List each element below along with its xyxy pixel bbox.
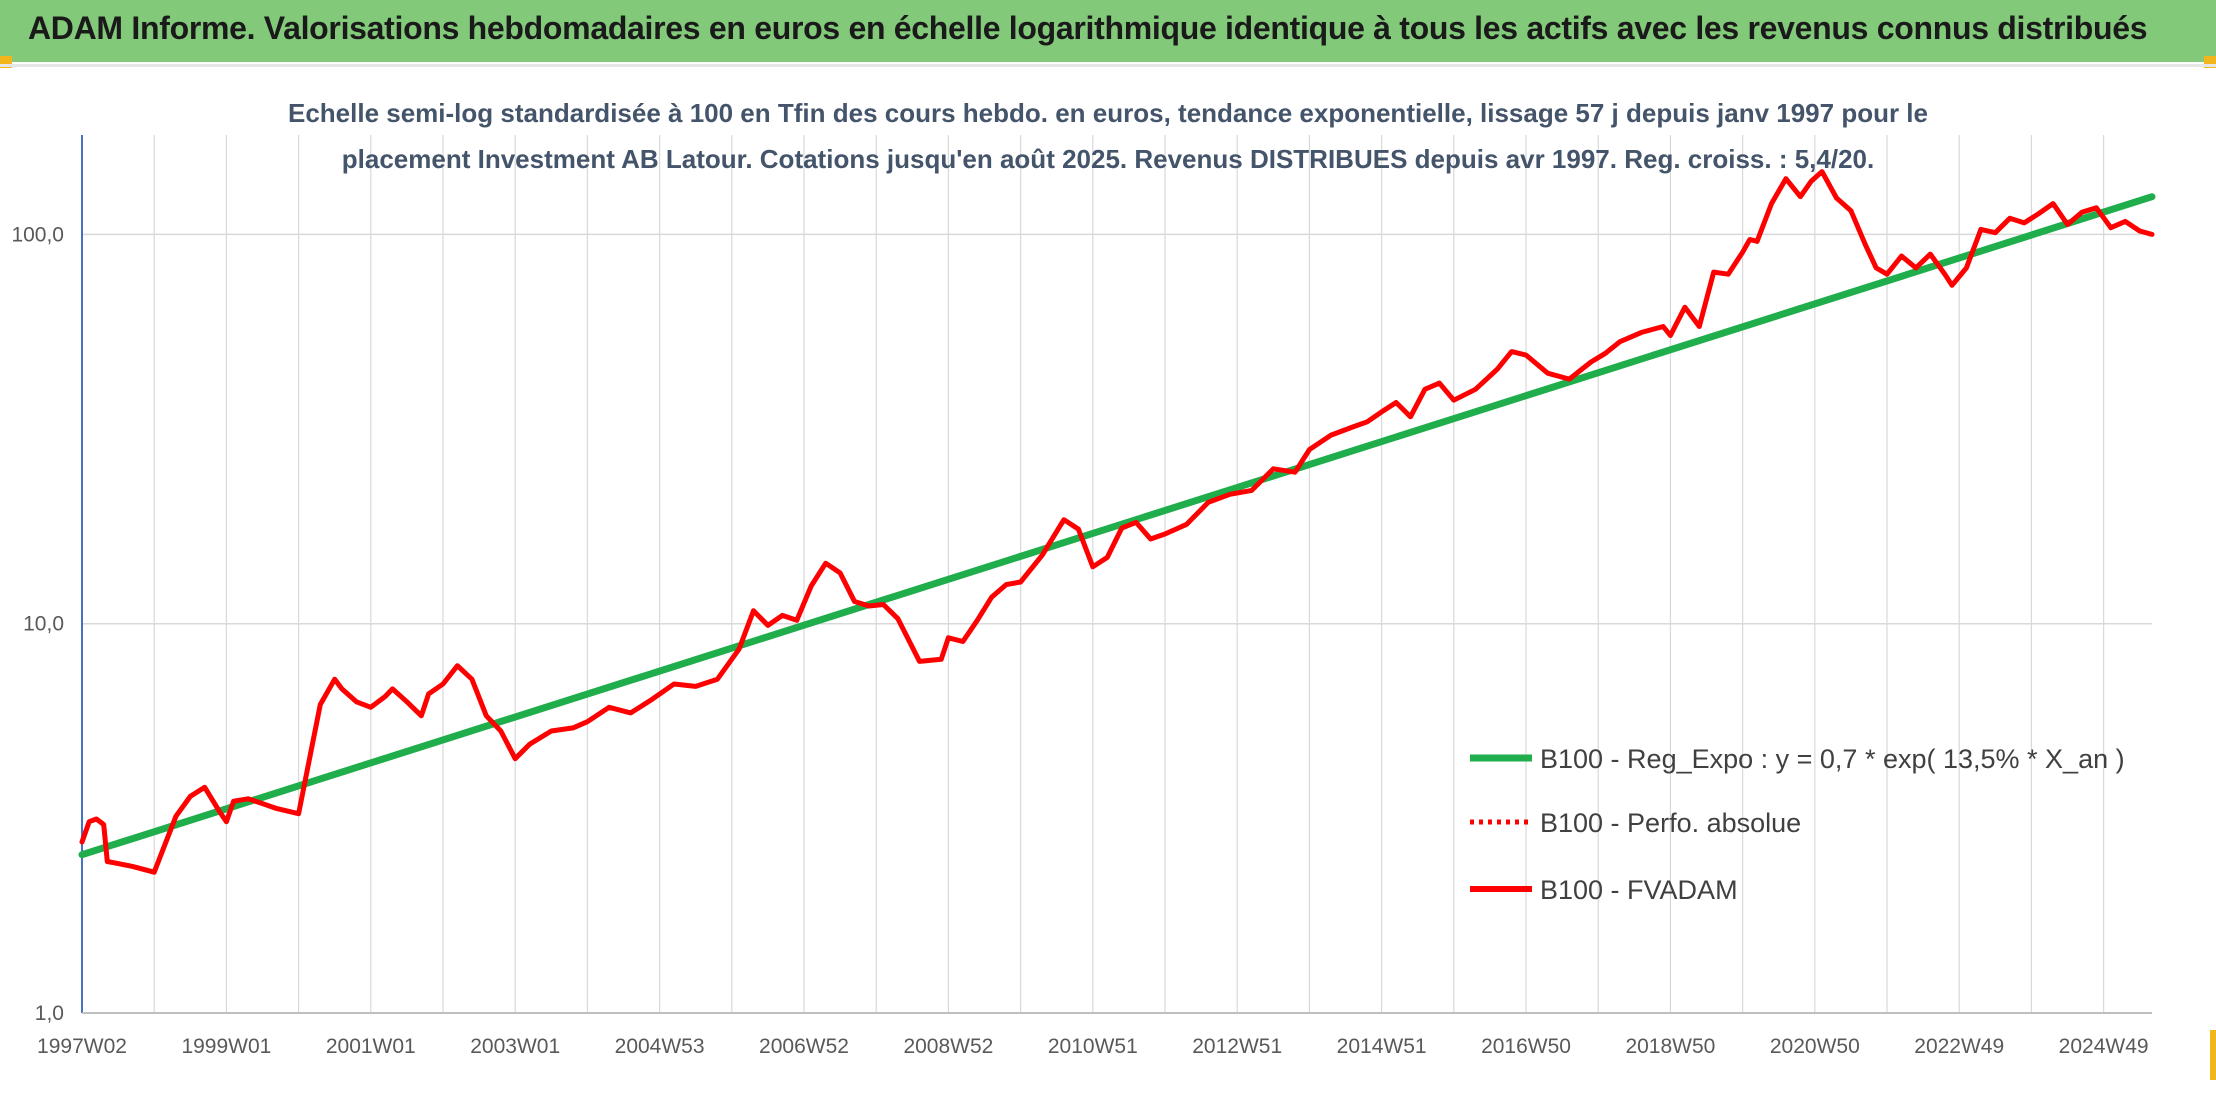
x-tick-label: 2018W50 [1625, 1035, 1715, 1058]
x-tick-label: 2004W53 [615, 1035, 705, 1058]
x-tick-label: 2014W51 [1337, 1035, 1427, 1058]
y-axis-ticks: 1,0 10,0 100,0 [11, 223, 64, 1025]
header-divider [0, 64, 2216, 67]
x-tick-label: 2012W51 [1192, 1035, 1282, 1058]
x-axis-ticks: 1997W02 1999W01 2001W01 2003W01 2004W53 2006W… [37, 1035, 2149, 1058]
y-tick-label: 1,0 [35, 1002, 64, 1025]
series-layer [78, 169, 2156, 875]
x-tick-label: 1999W01 [181, 1035, 271, 1058]
series-line-reg-expo [78, 193, 2156, 859]
legend: B100 - Reg_Expo : y = 0,7 * exp( 13,5% *… [1470, 744, 2125, 905]
header-banner: ADAM Informe. Valorisations hebdomadaire… [0, 0, 2216, 62]
x-tick-label: 2001W01 [326, 1035, 416, 1058]
page-title: ADAM Informe. Valorisations hebdomadaire… [28, 10, 2148, 46]
side-accent [2210, 1030, 2216, 1080]
x-tick-label: 2003W01 [470, 1035, 560, 1058]
axes [81, 135, 2152, 1014]
series-line-fvadam [79, 169, 2155, 875]
chart-subtitle-line-2: placement Investment AB Latour. Cotation… [342, 144, 1874, 174]
x-tick-label: 2016W50 [1481, 1035, 1571, 1058]
x-tick-label: 2024W49 [2059, 1035, 2149, 1058]
x-tick-label: 2006W52 [759, 1035, 849, 1058]
x-tick-label: 2010W51 [1048, 1035, 1138, 1058]
x-tick-label: 2022W49 [1914, 1035, 2004, 1058]
legend-label-fvadam: B100 - FVADAM [1540, 875, 1738, 905]
legend-label-perfo-absolue: B100 - Perfo. absolue [1540, 808, 1801, 838]
x-tick-label: 2020W50 [1770, 1035, 1860, 1058]
chart-subtitle-line-1: Echelle semi-log standardisée à 100 en T… [288, 98, 1928, 128]
y-tick-label: 10,0 [23, 613, 64, 636]
x-tick-label: 1997W02 [37, 1035, 127, 1058]
legend-label-reg-expo: B100 - Reg_Expo : y = 0,7 * exp( 13,5% *… [1540, 744, 2125, 774]
x-tick-label: 2008W52 [903, 1035, 993, 1058]
y-tick-label: 100,0 [11, 223, 64, 246]
grid [82, 135, 2152, 1014]
